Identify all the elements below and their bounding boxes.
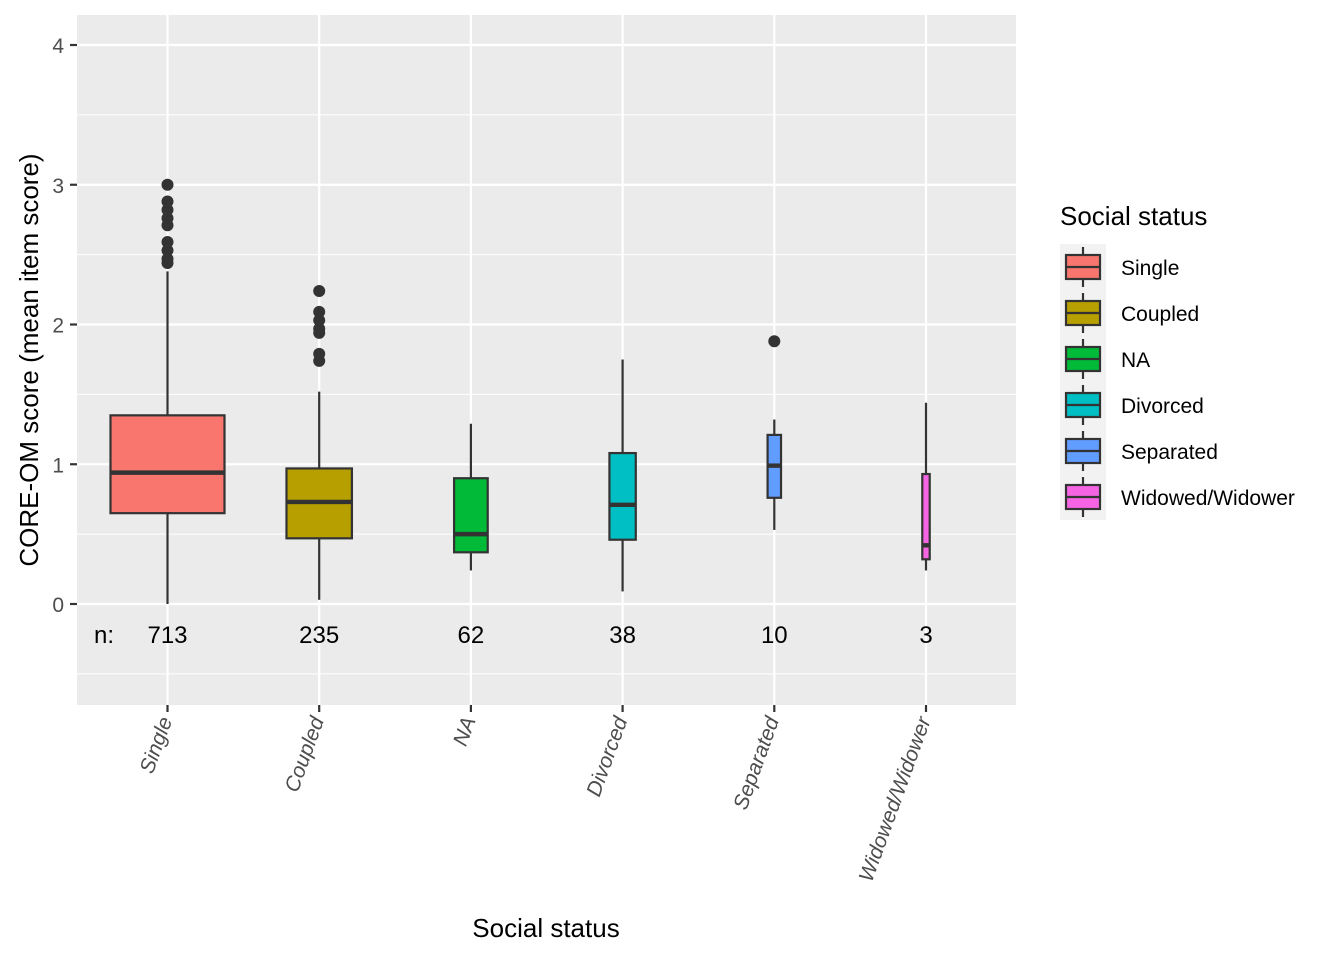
y-tick-label: 0: [52, 594, 64, 617]
n-count-label: 713: [147, 622, 187, 649]
box-iqr: [608, 451, 637, 541]
minor-gridlines: [77, 114, 1016, 675]
n-count-label: 62: [458, 622, 485, 649]
legend-label: Widowed/Widower: [1121, 487, 1295, 510]
legend: Social status Single Coupled NA Divorced Sep…: [1060, 201, 1295, 520]
legend-title: Social status: [1060, 201, 1207, 231]
legend-item: NA: [1064, 339, 1150, 379]
x-tick-label: Divorced: [582, 713, 632, 800]
outlier-point: [161, 252, 174, 265]
box-divorced: [608, 359, 637, 592]
x-tick-label: NA: [449, 714, 481, 749]
y-tick-label: 1: [52, 454, 64, 477]
legend-label: Separated: [1121, 441, 1218, 464]
n-count-label: 235: [299, 622, 339, 649]
outlier-point: [313, 284, 326, 297]
outlier-point: [313, 314, 326, 327]
box-separated: [766, 335, 783, 530]
box-na: [452, 423, 489, 571]
box-iqr: [921, 472, 931, 561]
legend-key-background: [1060, 244, 1106, 520]
n-count-label: 10: [761, 622, 788, 649]
plot-panel: [77, 15, 1016, 705]
legend-label: Coupled: [1121, 303, 1199, 326]
n-count-labels: n: 713 235 62 38 10 3: [94, 622, 933, 649]
legend-item: Divorced: [1064, 385, 1204, 425]
outlier-point: [161, 212, 174, 225]
legend-label: NA: [1121, 349, 1150, 372]
outlier-point: [313, 305, 326, 318]
y-tick-label: 2: [52, 315, 64, 338]
outlier-point: [313, 322, 326, 335]
x-tick-label: Widowed/Widower: [855, 713, 936, 885]
n-count-label: 3: [919, 622, 932, 649]
x-tick-label: Coupled: [281, 713, 330, 796]
x-tick-label: Separated: [729, 713, 784, 813]
outlier-point: [161, 244, 174, 257]
outlier-point: [768, 335, 781, 348]
box-single: [109, 178, 226, 604]
legend-label: Divorced: [1121, 395, 1204, 418]
outlier-point: [161, 195, 174, 208]
box-series: [109, 178, 931, 604]
legend-label: Single: [1121, 257, 1179, 280]
box-iqr: [452, 477, 489, 554]
outlier-point: [161, 236, 174, 249]
legend-item: Single: [1064, 247, 1179, 287]
box-iqr: [109, 414, 226, 515]
y-tick-label: 4: [52, 35, 64, 58]
y-tick-label: 3: [52, 175, 64, 198]
box-widowed-widower: [921, 402, 931, 571]
legend-item: Separated: [1064, 431, 1218, 471]
legend-item: Widowed/Widower: [1064, 477, 1295, 517]
legend-items: Single Coupled NA Divorced Separated Widowed/…: [1064, 247, 1295, 517]
outlier-point: [161, 178, 174, 191]
legend-item: Coupled: [1064, 293, 1199, 333]
x-axis-title: Social status: [472, 913, 619, 943]
outlier-point: [313, 347, 326, 360]
y-axis-title: CORE-OM score (mean item score): [14, 153, 44, 566]
x-tick-label: Single: [136, 714, 178, 777]
box-coupled: [285, 284, 354, 600]
y-axis: 0 1 2 3 4: [52, 35, 77, 617]
n-prefix-label: n:: [94, 622, 114, 649]
outlier-point: [161, 203, 174, 216]
x-axis: Single Coupled NA Divorced Separated Widowed/…: [136, 705, 936, 885]
n-count-label: 38: [609, 622, 636, 649]
